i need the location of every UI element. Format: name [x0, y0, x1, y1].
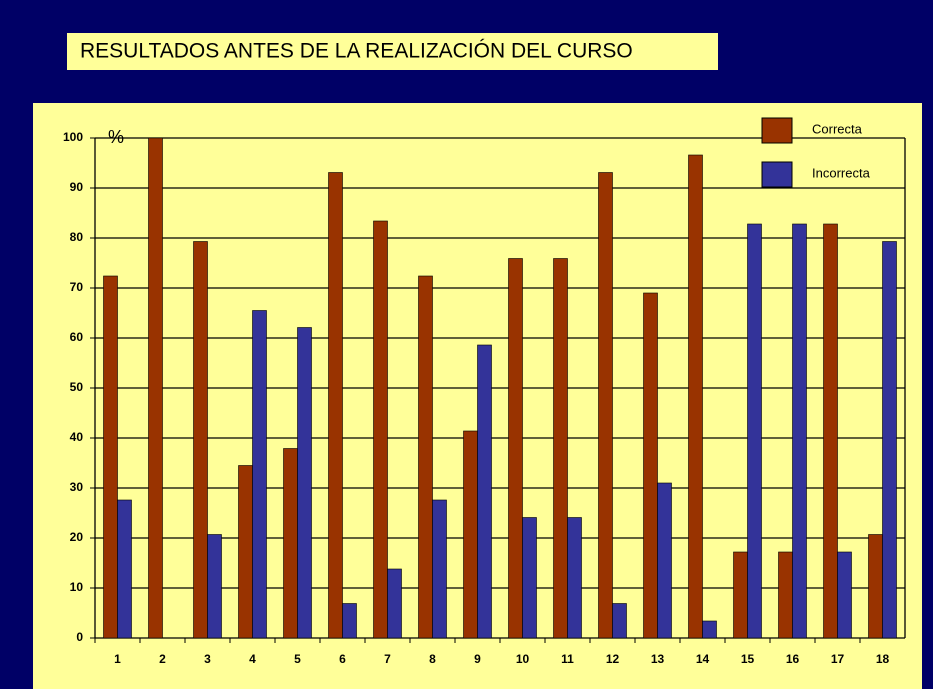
bar: [522, 517, 537, 639]
bar: [207, 534, 222, 639]
bar: [193, 241, 208, 639]
bar: [238, 465, 253, 639]
bar: [598, 172, 613, 639]
bar: [733, 551, 748, 639]
bar: [418, 275, 433, 639]
y-tick-label: 80: [70, 230, 84, 244]
y-tick-label: 10: [70, 580, 84, 594]
bar: [148, 137, 163, 639]
x-tick-label: 6: [339, 652, 346, 666]
bar: [747, 223, 762, 639]
bar: [643, 292, 658, 639]
x-tick-label: 3: [204, 652, 211, 666]
y-axis-label: %: [108, 127, 124, 147]
y-tick-label: 70: [70, 280, 84, 294]
bar: [117, 499, 132, 639]
x-tick-label: 15: [741, 652, 755, 666]
x-tick-label: 13: [651, 652, 665, 666]
bar: [342, 603, 357, 639]
bar: [328, 172, 343, 639]
x-tick-label: 2: [159, 652, 166, 666]
bar: [508, 258, 523, 639]
bar: [553, 258, 568, 639]
bar: [387, 568, 402, 639]
y-tick-label: 20: [70, 530, 84, 544]
title-box: [67, 33, 718, 70]
y-tick-label: 0: [76, 630, 83, 644]
bar: [103, 275, 118, 639]
bar: [868, 534, 883, 639]
x-tick-label: 7: [384, 652, 391, 666]
x-tick-label: 8: [429, 652, 436, 666]
legend-label: Incorrecta: [812, 165, 871, 180]
bar: [688, 154, 703, 639]
x-tick-label: 11: [561, 652, 574, 666]
y-tick-label: 90: [70, 180, 84, 194]
x-tick-label: 4: [249, 652, 256, 666]
x-tick-label: 1: [114, 652, 121, 666]
y-tick-label: 60: [70, 330, 84, 344]
bar: [882, 241, 897, 639]
bar: [778, 551, 793, 639]
x-tick-label: 17: [831, 652, 845, 666]
bar: [823, 223, 838, 639]
bar: [463, 430, 478, 639]
x-tick-label: 12: [606, 652, 620, 666]
bar: [297, 327, 312, 639]
bar: [657, 482, 672, 639]
legend-label: Correcta: [812, 121, 863, 136]
chart-title: RESULTADOS ANTES DE LA REALIZACIÓN DEL C…: [80, 40, 633, 63]
x-tick-label: 14: [696, 652, 710, 666]
bar: [702, 620, 717, 639]
y-tick-label: 50: [70, 380, 84, 394]
x-tick-label: 9: [474, 652, 481, 666]
y-tick-label: 40: [70, 430, 84, 444]
y-tick-label: 100: [63, 130, 83, 144]
x-tick-label: 18: [876, 652, 890, 666]
bar: [283, 448, 298, 639]
legend-swatch: [761, 117, 793, 144]
bar: [373, 220, 388, 639]
bar: [837, 551, 852, 639]
bar: [792, 223, 807, 639]
x-tick-label: 5: [294, 652, 301, 666]
bar: [567, 517, 582, 639]
bar: [432, 499, 447, 639]
bar: [477, 344, 492, 639]
bar: [252, 310, 267, 639]
x-tick-label: 10: [516, 652, 530, 666]
bar: [612, 603, 627, 639]
x-tick-label: 16: [786, 652, 800, 666]
y-tick-label: 30: [70, 480, 84, 494]
legend-swatch: [761, 161, 793, 188]
